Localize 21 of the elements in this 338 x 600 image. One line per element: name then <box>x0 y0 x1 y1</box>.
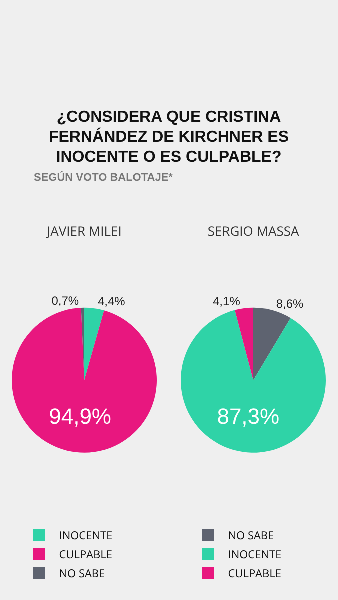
data-label: 4,1% <box>213 294 241 309</box>
legend-label: INOCENTE <box>59 528 113 544</box>
legend-label: NO SABE <box>59 566 106 582</box>
pie-slice <box>12 308 157 453</box>
text: SEGÚN VOTO BALOTAJE* <box>33 172 174 184</box>
pie-slice <box>254 308 291 380</box>
pie-slice <box>235 308 254 380</box>
pie-slice <box>84 308 104 380</box>
legend-label: NO SABE <box>228 528 274 544</box>
legend-label: INOCENTE <box>228 547 282 562</box>
legend-label: CULPABLE <box>59 547 112 562</box>
text: ¿CONSIDERA QUE CRISTINA FERNÁNDEZ DE KIRCHNER ES INOCENTE O ES CULPABLE? <box>48 108 290 168</box>
data-label: 8,6% <box>276 297 304 312</box>
legend-label: CULPABLE <box>228 566 282 582</box>
data-label: 4,4% <box>98 294 126 309</box>
data-label: 87,3% <box>217 404 280 429</box>
chart-title: JAVIER MILEI <box>45 222 122 240</box>
data-label: 0,7% <box>52 294 80 308</box>
data-label: 94,9% <box>49 404 112 429</box>
chart-title: SERGIO MASSA <box>208 222 300 240</box>
pie-slice <box>181 310 326 453</box>
